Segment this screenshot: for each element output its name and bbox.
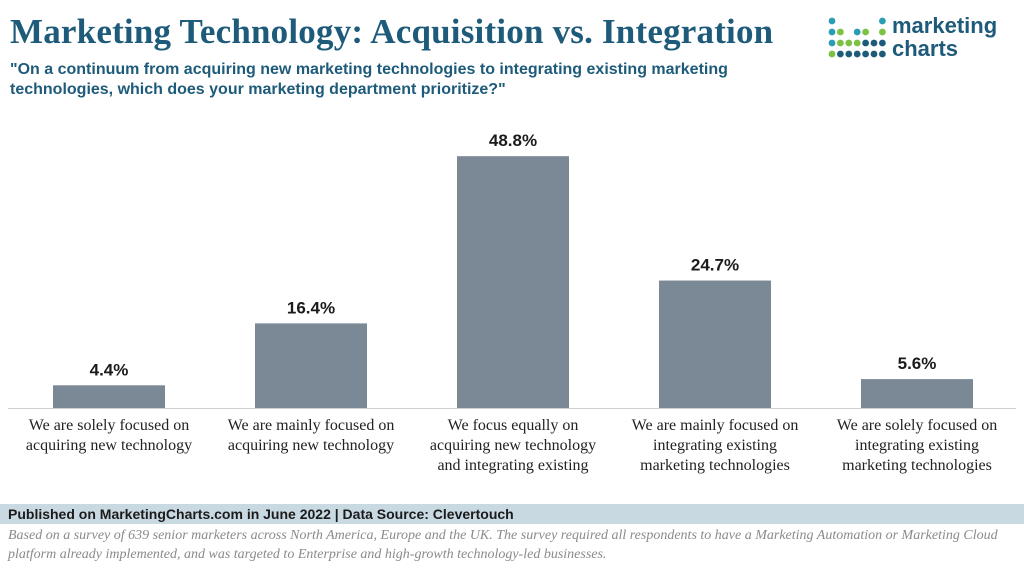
footer-note: Based on a survey of 639 senior marketer…	[8, 528, 998, 562]
logo-dots-icon	[828, 17, 886, 58]
logo-dot	[879, 39, 886, 47]
category-label: We are mainly focused on acquiring new t…	[227, 417, 395, 454]
logo-dot	[862, 39, 869, 47]
bar	[255, 323, 367, 408]
bar-value-label: 48.8%	[489, 131, 537, 150]
logo-dot	[862, 50, 869, 58]
logo-dot	[870, 50, 878, 58]
logo-dot	[879, 50, 886, 58]
footer-bar: Published on MarketingCharts.com in June…	[0, 504, 1024, 524]
logo-dot	[853, 50, 861, 58]
logo-dot	[837, 50, 844, 58]
logo-dot	[837, 39, 844, 47]
logo-dot	[845, 50, 853, 58]
bar	[457, 156, 569, 408]
category-label: We are solely focused on integrating exi…	[836, 417, 998, 474]
bar	[659, 280, 771, 408]
category-label: We are mainly focused on integrating exi…	[631, 417, 799, 474]
logo-dot	[837, 28, 844, 36]
logo-dot	[853, 28, 861, 36]
logo-line-1: marketing	[892, 13, 998, 38]
logo-dot	[828, 39, 836, 47]
logo-dot	[862, 28, 869, 36]
bar	[53, 385, 165, 408]
logo-dot	[879, 17, 886, 25]
logo-dot	[845, 39, 853, 47]
logo-dot	[828, 28, 836, 36]
category-label: We focus equally on acquiring new techno…	[429, 417, 597, 474]
bar-chart-plot: 4.4% 16.4% 48.8% 24.7% 5.6%	[8, 131, 1016, 409]
chart-subtitle: "On a continuum from acquiring new marke…	[10, 61, 728, 98]
bar-value-label: 16.4%	[287, 298, 335, 317]
marketingcharts-logo[interactable]: marketing charts	[828, 14, 1010, 64]
logo-dot	[828, 50, 836, 58]
bar-chart: 4.4% 16.4% 48.8% 24.7% 5.6% We are solely fo…	[0, 110, 1024, 500]
bar-value-label: 24.7%	[691, 256, 739, 275]
logo-dot	[879, 28, 886, 36]
logo-dot	[870, 39, 878, 47]
category-label: We are solely focused on acquiring new t…	[25, 417, 193, 454]
logo-wordmark: marketing charts	[892, 14, 997, 60]
bar	[861, 379, 973, 408]
footer-published: Published on MarketingCharts.com in June…	[8, 506, 514, 522]
logo-line-2: charts	[892, 36, 959, 61]
bar-value-label: 4.4%	[90, 360, 129, 379]
logo-dot	[853, 39, 861, 47]
logo-dot	[828, 17, 836, 25]
chart-header: Marketing Technology: Acquisition vs. In…	[8, 0, 1016, 110]
chart-title: Marketing Technology: Acquisition vs. In…	[10, 12, 774, 51]
bar-value-label: 5.6%	[898, 354, 937, 373]
